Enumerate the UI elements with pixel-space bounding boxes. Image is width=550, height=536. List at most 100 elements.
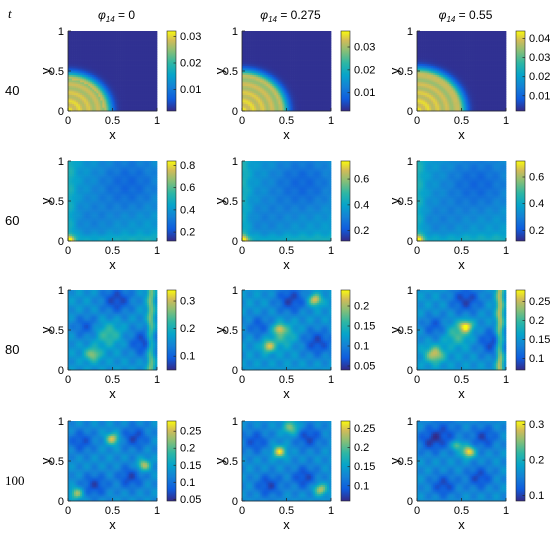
x-tick-label: 1	[154, 374, 160, 386]
colorbar	[166, 420, 177, 502]
colorbar-tick-label: 0.04	[529, 33, 550, 45]
y-axis-label: y	[387, 457, 402, 464]
x-axis-label: x	[458, 386, 465, 401]
x-tick-label: 1	[154, 115, 160, 127]
colorbar	[515, 30, 526, 112]
x-axis-label: x	[109, 257, 116, 272]
y-tick-label: 0.5	[398, 66, 413, 78]
x-tick-label: 1	[503, 245, 509, 257]
colorbar-tick-label: 0.1	[180, 351, 195, 363]
colorbar	[166, 30, 177, 112]
colorbar-tick-label: 0.15	[529, 334, 550, 346]
y-axis-label: y	[38, 67, 53, 74]
x-axis-label: x	[283, 517, 290, 532]
colorbar	[166, 160, 177, 242]
colorbar-tick-label: 0.05	[354, 361, 375, 373]
y-tick-label: 0	[58, 496, 64, 508]
colorbar-tick-label: 0.2	[180, 443, 195, 455]
x-tick-label: 0	[414, 505, 420, 517]
colorbar-tick-label: 0.2	[354, 442, 369, 454]
colorbar-tick-label: 0.2	[354, 301, 369, 313]
x-tick-label: 1	[328, 245, 334, 257]
y-tick-label: 1	[232, 26, 238, 38]
colorbar-tick-label: 0.3	[529, 419, 544, 431]
colorbar	[340, 160, 351, 242]
y-tick-label: 0.5	[223, 66, 238, 78]
y-tick-label: 0.5	[223, 196, 238, 208]
colorbar-tick-label: 0.03	[529, 52, 550, 64]
colorbar-tick-label: 0.4	[180, 204, 195, 216]
y-tick-label: 0.5	[398, 325, 413, 337]
colorbar	[515, 420, 526, 502]
y-tick-label: 0.5	[49, 456, 64, 468]
y-axis-label: y	[387, 326, 402, 333]
heatmap-panel-r1-c2	[416, 160, 526, 242]
x-tick-label: 0.5	[279, 245, 294, 257]
colorbar-tick-label: 0.25	[354, 423, 375, 435]
y-tick-label: 1	[232, 285, 238, 297]
y-tick-label: 0	[232, 496, 238, 508]
x-tick-label: 0.5	[105, 505, 120, 517]
y-tick-label: 0	[407, 106, 413, 118]
x-tick-label: 0.5	[454, 374, 469, 386]
x-tick-label: 0.5	[105, 374, 120, 386]
row-label-40: 40	[5, 83, 19, 98]
y-axis-label: y	[212, 457, 227, 464]
colorbar-tick-label: 0.02	[354, 64, 375, 76]
x-axis-label: x	[458, 257, 465, 272]
x-tick-label: 0	[65, 374, 71, 386]
colorbar	[166, 289, 177, 371]
x-tick-label: 1	[328, 505, 334, 517]
x-tick-label: 1	[154, 245, 160, 257]
colorbar	[340, 289, 351, 371]
x-tick-label: 0	[239, 374, 245, 386]
colorbar-tick-label: 0.2	[180, 323, 195, 335]
colorbar-tick-label: 0.02	[529, 71, 550, 83]
y-tick-label: 1	[58, 416, 64, 428]
colorbar-tick-label: 0.03	[354, 42, 375, 54]
y-tick-label: 0.5	[49, 325, 64, 337]
heatmap-panel-r3-c0	[67, 420, 177, 502]
heatmap-panel-r2-c1	[241, 289, 351, 371]
colorbar-tick-label: 0.01	[180, 84, 201, 96]
x-tick-label: 0.5	[279, 505, 294, 517]
y-axis-label: y	[212, 326, 227, 333]
x-axis-label: x	[458, 517, 465, 532]
row-label-80: 80	[5, 342, 19, 357]
y-tick-label: 0	[232, 236, 238, 248]
y-tick-label: 1	[407, 416, 413, 428]
y-axis-label: y	[38, 197, 53, 204]
x-tick-label: 1	[503, 115, 509, 127]
y-tick-label: 0.5	[223, 456, 238, 468]
x-tick-label: 0.5	[279, 115, 294, 127]
heatmap-panel-r1-c1	[241, 160, 351, 242]
y-tick-label: 0	[58, 365, 64, 377]
x-tick-label: 0	[239, 505, 245, 517]
colorbar-tick-label: 0.1	[180, 477, 195, 489]
x-tick-label: 0.5	[454, 245, 469, 257]
x-tick-label: 0	[414, 245, 420, 257]
colorbar	[340, 30, 351, 112]
y-axis-label: y	[212, 67, 227, 74]
x-tick-label: 1	[154, 505, 160, 517]
x-tick-label: 0	[414, 115, 420, 127]
x-tick-label: 0.5	[454, 505, 469, 517]
heatmap-panel-r2-c2	[416, 289, 526, 371]
heatmap-panel-r0-c1	[241, 30, 351, 112]
colorbar-tick-label: 0.2	[529, 315, 544, 327]
column-title-0: φ14 = 0	[98, 8, 135, 24]
colorbar-tick-label: 0.6	[529, 172, 544, 184]
y-tick-label: 0	[58, 106, 64, 118]
x-tick-label: 0.5	[279, 374, 294, 386]
x-axis-label: x	[109, 517, 116, 532]
x-tick-label: 0	[65, 115, 71, 127]
y-tick-label: 1	[58, 285, 64, 297]
colorbar-tick-label: 0.15	[354, 321, 375, 333]
y-tick-label: 1	[58, 156, 64, 168]
y-axis-label: y	[212, 197, 227, 204]
colorbar	[340, 420, 351, 502]
colorbar-tick-label: 0.02	[180, 58, 201, 70]
y-tick-label: 1	[232, 156, 238, 168]
colorbar-tick-label: 0.1	[529, 490, 544, 502]
